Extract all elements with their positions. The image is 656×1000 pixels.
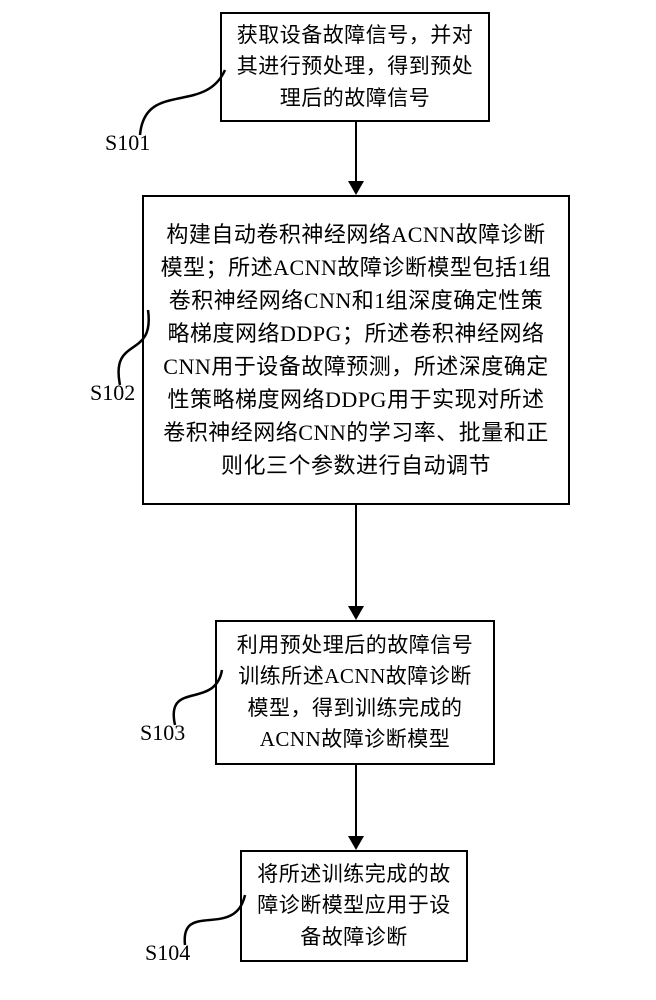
node-text: 构建自动卷积神经网络ACNN故障诊断模型；所述ACNN故障诊断模型包括1组卷积神… (158, 218, 554, 482)
squiggle-connector-icon (155, 660, 232, 735)
arrow-head-icon (348, 606, 364, 620)
flowchart-node-s101: 获取设备故障信号，并对其进行预处理，得到预处理后的故障信号 (220, 12, 490, 122)
arrow-line (355, 765, 357, 838)
node-text: 获取设备故障信号，并对其进行预处理，得到预处理后的故障信号 (236, 20, 474, 115)
squiggle-connector-icon (130, 60, 235, 145)
node-text: 将所述训练完成的故障诊断模型应用于设备故障诊断 (256, 859, 452, 954)
arrow-line (355, 505, 357, 608)
squiggle-connector-icon (170, 885, 255, 955)
flowchart-node-s102: 构建自动卷积神经网络ACNN故障诊断模型；所述ACNN故障诊断模型包括1组卷积神… (142, 195, 570, 505)
arrow-line (355, 122, 357, 183)
flowchart-node-s104: 将所述训练完成的故障诊断模型应用于设备故障诊断 (240, 850, 468, 962)
arrow-head-icon (348, 836, 364, 850)
arrow-head-icon (348, 181, 364, 195)
flowchart-node-s103: 利用预处理后的故障信号训练所述ACNN故障诊断模型，得到训练完成的ACNN故障诊… (215, 620, 495, 765)
node-text: 利用预处理后的故障信号训练所述ACNN故障诊断模型，得到训练完成的ACNN故障诊… (231, 630, 479, 756)
squiggle-connector-icon (100, 300, 165, 395)
